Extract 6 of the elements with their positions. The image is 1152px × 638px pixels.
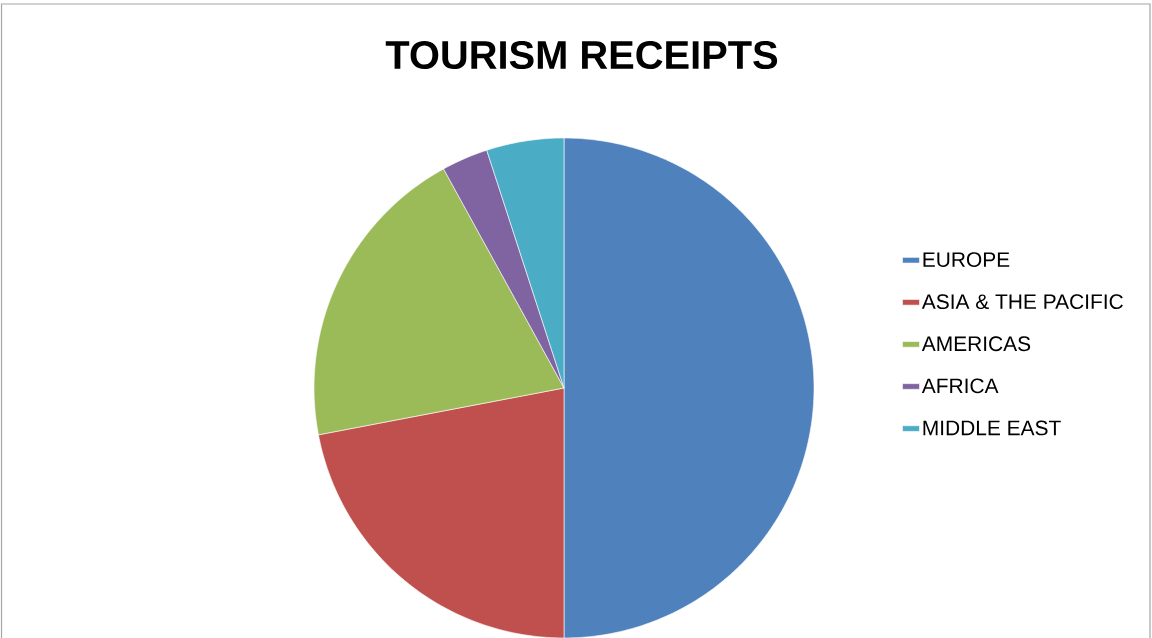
legend-label: MIDDLE EAST	[923, 420, 1061, 436]
legend-label: EUROPE	[923, 252, 1010, 267]
legend-label: AFRICA	[921, 378, 999, 394]
chart-title: TOURISM RECEIPTS	[385, 40, 778, 70]
legend-label: ASIA & THE PACIFIC	[921, 294, 1123, 310]
legend-label: AMERICAS	[921, 336, 1031, 352]
